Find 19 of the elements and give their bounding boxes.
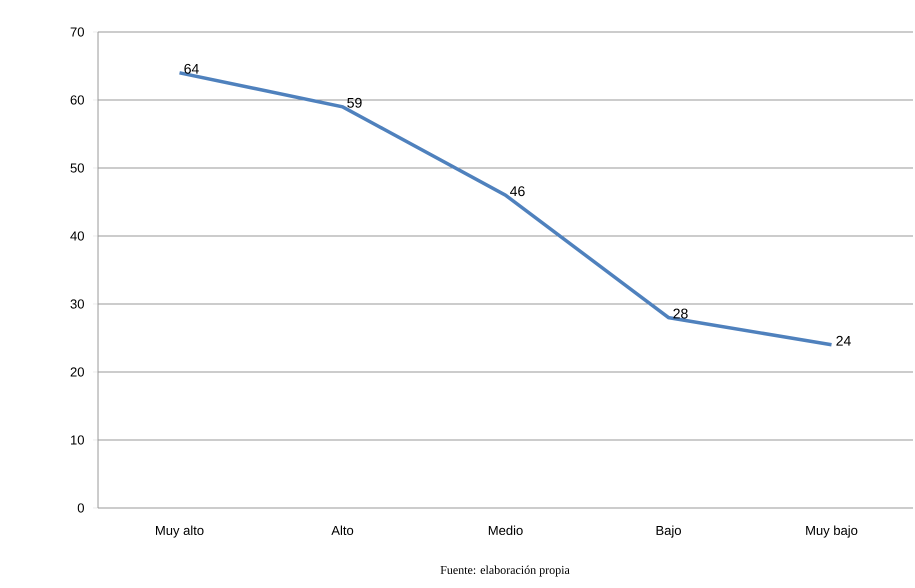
x-tick-label: Alto <box>331 526 354 536</box>
y-tick-label: 70 <box>70 27 84 37</box>
x-tick-label: Medio <box>488 526 523 536</box>
y-tick-label: 20 <box>70 367 84 377</box>
y-tick-label: 40 <box>70 231 84 241</box>
data-label: 24 <box>836 336 851 346</box>
data-label: 28 <box>673 308 688 319</box>
x-tick-label: Muy alto <box>156 526 204 538</box>
source-note: Fuente: elaboración propia <box>440 566 570 576</box>
y-tick-label: 10 <box>71 435 84 445</box>
y-tick-label: 30 <box>70 299 84 309</box>
x-tick-label: Bajo <box>656 526 681 538</box>
y-tick-label: 60 <box>70 95 84 105</box>
x-tick-label: Muy bajo <box>806 526 858 538</box>
data-label: 64 <box>184 64 199 74</box>
data-label: 46 <box>510 186 525 196</box>
data-label: 59 <box>347 98 362 108</box>
y-tick-label: 50 <box>70 163 84 173</box>
y-tick-label: 0 <box>78 503 84 513</box>
